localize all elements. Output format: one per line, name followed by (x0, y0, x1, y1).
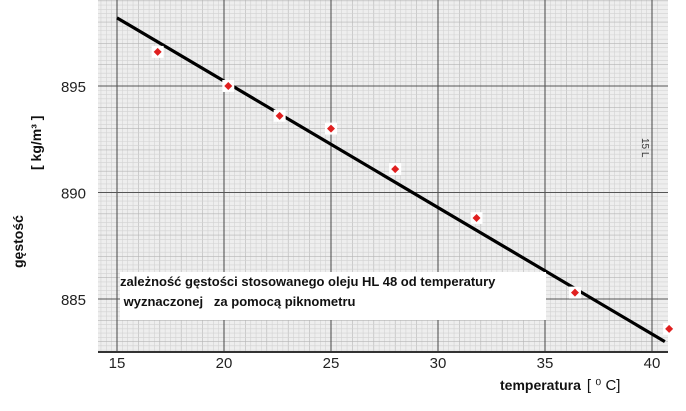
annotation-line-1: zależność gęstości stosowanego oleju HL … (120, 274, 496, 289)
data-point (472, 214, 481, 223)
x-tick-label: 30 (430, 355, 447, 372)
x-tick-label: 20 (216, 355, 233, 372)
y-tick-label: 895 (61, 79, 86, 96)
data-point (570, 288, 579, 297)
y-tick-label: 890 (61, 186, 86, 203)
x-axis-label: temperatura [ ⁰ C] (500, 376, 620, 394)
x-tick-label: 25 (323, 355, 340, 372)
data-points (151, 45, 676, 335)
y-axis-unit: [ kg/m³ ] (28, 115, 44, 170)
x-axis-title: temperatura (500, 377, 581, 393)
x-tick-label: 35 (537, 355, 554, 372)
y-tick-labels: 885 890 895 (61, 79, 86, 309)
data-point (391, 165, 400, 174)
side-mark: 15 L (639, 138, 650, 158)
data-point (665, 324, 674, 333)
x-tick-labels: 15 20 25 30 35 40 (109, 355, 661, 372)
annotation-line-2: wyznaczonej za pomocą piknometru (120, 294, 356, 309)
data-point (224, 82, 233, 90)
x-axis-unit: [ ⁰ C] (586, 377, 621, 394)
data-point (153, 47, 162, 56)
annotation-box: zależność gęstości stosowanego oleju HL … (120, 272, 546, 320)
data-point (275, 111, 284, 120)
data-point (327, 124, 335, 133)
x-tick-label: 15 (109, 355, 126, 372)
y-tick-label: 885 (61, 292, 86, 309)
y-axis-label: gęstość [ kg/m³ ] (2, 116, 62, 280)
y-axis-title: gęstość (10, 215, 26, 268)
x-tick-label: 40 (644, 355, 661, 372)
